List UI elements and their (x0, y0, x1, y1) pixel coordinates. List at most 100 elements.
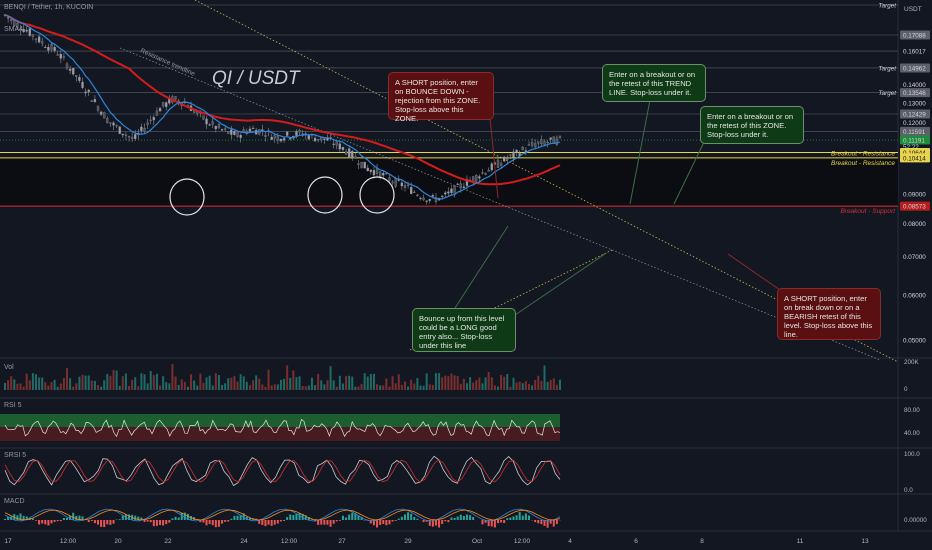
volume-bar (224, 383, 227, 390)
macd-bar (317, 520, 320, 525)
time-tick: 12:00 (281, 538, 298, 545)
candle-body (220, 129, 224, 131)
macd-bar (162, 520, 165, 526)
price-tick: 0.14000 (903, 82, 926, 89)
note-short-bounce[interactable]: A SHORT position, enter on BOUNCE DOWN -… (388, 72, 494, 123)
candle-body (537, 141, 540, 144)
macd-bar (360, 516, 363, 520)
sma-label[interactable]: SMA4 (4, 26, 24, 33)
rsi-pane (0, 414, 561, 441)
candle-body (130, 136, 134, 139)
note-short-breakdown[interactable]: A SHORT position, enter on break down or… (777, 288, 881, 340)
macd-bar (72, 512, 75, 520)
breakout-zone: Breakout - Resistance Breakout - Resistan… (0, 139, 898, 215)
macd-bar (469, 515, 472, 520)
candle-body (103, 112, 106, 119)
volume-bar (428, 384, 431, 390)
volume-bar (441, 377, 444, 390)
candle-body (273, 135, 276, 139)
candle-body (140, 126, 143, 131)
macd-bar (44, 520, 47, 525)
macd-bar (202, 520, 205, 523)
macd-bar (310, 519, 313, 520)
volume-bar (425, 373, 428, 390)
stoch-k-line (4, 455, 561, 487)
price-tick: 0.11591 (903, 129, 926, 136)
macd-bar (75, 515, 78, 520)
volume-bar (35, 374, 38, 390)
volume-bar (205, 377, 208, 390)
volume-bar (180, 379, 183, 390)
volume-bar (506, 373, 509, 390)
macd-bar (462, 515, 465, 520)
volume-bar (465, 383, 468, 390)
time-tick: Oct (472, 538, 482, 545)
pane-tick: 200K (904, 359, 920, 366)
macd-bar (444, 520, 447, 522)
macd-bar (239, 514, 242, 520)
volume-bar (320, 380, 323, 390)
macd-bar (205, 520, 208, 526)
macd-bar (283, 520, 286, 521)
candle-body (211, 121, 214, 125)
volume-bar (124, 373, 127, 390)
volume-bar (503, 376, 506, 390)
pane-tick: 40.00 (904, 430, 920, 437)
volume-bar (196, 385, 199, 390)
candle-body (62, 56, 66, 58)
candle-body (558, 135, 562, 138)
volume-bar (332, 380, 335, 390)
macd-bar (149, 520, 152, 523)
macd-bar (134, 515, 137, 520)
volume-bar (87, 375, 90, 390)
macd-bar (143, 520, 146, 522)
volume-bar (149, 371, 152, 390)
volume-bar (341, 383, 344, 390)
volume-bar (44, 382, 47, 390)
candle-body (47, 47, 50, 51)
note-breakout-trend[interactable]: Enter on a breakout or on the retest of … (602, 64, 706, 102)
macd-bar (428, 520, 431, 526)
candle-body (282, 138, 286, 141)
candle-body (499, 162, 503, 166)
candle-body (59, 53, 62, 59)
candle-body (413, 191, 416, 193)
stoch-label[interactable]: SRSI 5 (4, 452, 27, 459)
macd-bar (295, 513, 298, 520)
volume-bar (543, 365, 546, 390)
macd-bar (490, 520, 493, 527)
volume-bar (403, 381, 406, 390)
zone-fill (0, 157, 898, 207)
macd-bar (484, 520, 487, 523)
price-tick: USDT (904, 6, 922, 13)
macd-bar (174, 516, 177, 520)
candle-body (41, 41, 44, 44)
symbol-header[interactable]: BENQI / Tether, 1h, KUCOIN (4, 4, 94, 11)
volume-bar (177, 384, 180, 390)
candle-body (428, 198, 431, 201)
sma-fast (4, 14, 561, 200)
pane-tick: 0.00000 (904, 517, 927, 524)
volume-label[interactable]: Vol (4, 364, 14, 371)
macd-bar (56, 520, 59, 522)
candle-body (524, 150, 528, 153)
note-breakout-zone[interactable]: Enter on a breakout or on the retest of … (700, 106, 804, 144)
volume-bar (267, 369, 270, 390)
volume-bar (28, 380, 31, 390)
candle-body (146, 122, 149, 126)
rsi-label[interactable]: RSI 5 (4, 402, 22, 409)
macd-label[interactable]: MACD (4, 498, 25, 505)
volume-bar (317, 373, 320, 390)
volume-bar (307, 385, 310, 390)
volume-bar (261, 384, 264, 390)
macd-bar (100, 520, 103, 527)
volume-bar (292, 370, 295, 390)
macd-bar (351, 512, 354, 520)
macd-bar (552, 520, 555, 527)
candle-body (388, 177, 391, 181)
candle-body (351, 150, 354, 158)
macd-bar (242, 513, 245, 520)
note-bounce-up[interactable]: Bounce up from this level could be a LON… (412, 308, 516, 352)
macd-bar (500, 520, 503, 523)
